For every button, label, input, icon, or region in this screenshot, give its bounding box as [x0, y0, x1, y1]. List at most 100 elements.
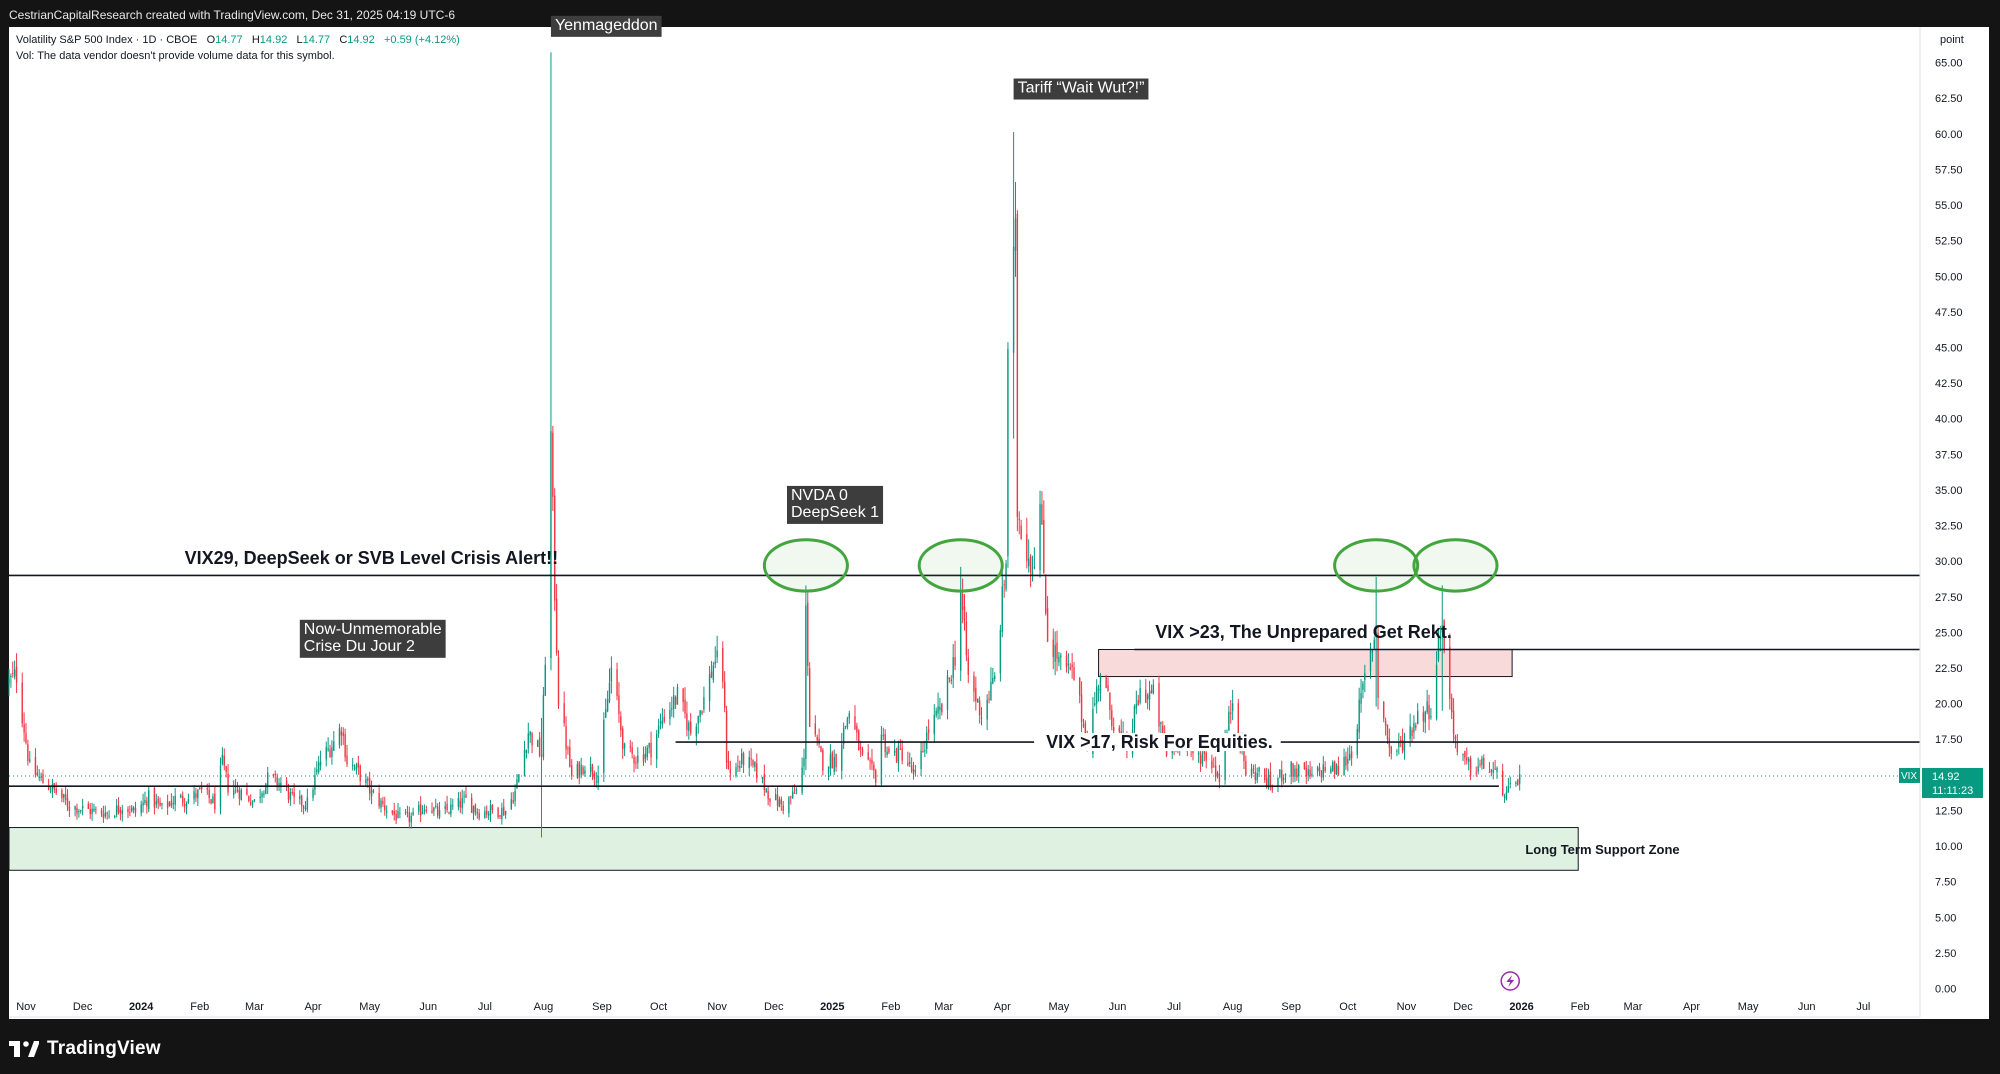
candle-body: [769, 798, 771, 802]
candle-body: [907, 762, 909, 766]
candle-body: [148, 790, 150, 810]
candle-body: [1324, 767, 1326, 772]
candle-body: [763, 774, 766, 790]
nvda-deepseek-label-text: DeepSeek 1: [791, 504, 879, 521]
candle-body: [1197, 752, 1200, 755]
x-tick-label: Mar: [1623, 1001, 1642, 1013]
candle-body: [960, 592, 962, 671]
candle-body: [1018, 518, 1020, 521]
candle-body: [421, 811, 424, 814]
candle-body: [1375, 631, 1377, 637]
candle-body: [756, 763, 758, 779]
candle-body: [950, 679, 952, 682]
candle-body: [197, 789, 199, 799]
candle-body: [1245, 761, 1247, 776]
candle-body: [591, 766, 594, 776]
candle-body: [501, 807, 503, 820]
candle-body: [378, 792, 380, 807]
candle-body: [74, 806, 76, 810]
candle-body: [132, 807, 135, 810]
price-axis-bg: [1920, 27, 1989, 1019]
candle-body: [1415, 725, 1417, 728]
candle-body: [576, 764, 579, 778]
symbol-legend[interactable]: Volatility S&P 500 Index · 1D · CBOE O14…: [16, 34, 460, 46]
y-tick-label: 62.50: [1935, 93, 1963, 105]
candle-body: [1456, 742, 1459, 753]
vix23-label: VIX >23, The Unprepared Get Rekt.: [1155, 622, 1452, 642]
candle-body: [106, 812, 108, 814]
candle-body: [807, 602, 809, 666]
close-label: C: [339, 34, 348, 46]
candle-body: [1211, 760, 1213, 769]
candle-body: [952, 657, 954, 678]
candle-body: [606, 699, 609, 712]
candle-body: [353, 767, 356, 769]
candle-body: [1443, 620, 1445, 651]
candle-body: [1073, 667, 1075, 681]
candle-body: [712, 665, 715, 680]
candle-body: [1277, 777, 1279, 787]
candle-body: [316, 769, 318, 773]
candle-body: [937, 706, 939, 714]
candle-body: [1303, 762, 1306, 769]
candle-body: [93, 808, 95, 811]
candle-body: [166, 801, 169, 808]
candle-body: [370, 789, 373, 797]
candle-body: [994, 676, 996, 679]
candle-body: [710, 671, 713, 678]
candle-body: [1496, 767, 1498, 773]
candle-body: [1250, 768, 1253, 777]
candle-body: [1294, 768, 1296, 777]
candles-layer: [8, 52, 1521, 838]
candle-body: [367, 778, 369, 781]
candle-body: [1349, 753, 1351, 760]
candle-body: [357, 762, 360, 768]
candle-body: [87, 804, 90, 809]
candle-body: [1264, 769, 1266, 781]
candle-body: [435, 805, 437, 807]
candle-body: [340, 731, 343, 736]
candle-body: [671, 708, 673, 710]
candle-body: [1043, 519, 1045, 573]
candle-body: [144, 799, 146, 803]
candle-body: [697, 715, 699, 724]
candle-body: [359, 765, 361, 781]
candle-body: [1146, 695, 1149, 700]
candle-body: [1269, 771, 1272, 786]
candle-body: [1330, 768, 1332, 774]
candle-body: [557, 656, 560, 706]
candle-body: [644, 753, 647, 759]
candle-body: [910, 765, 913, 772]
candle-body: [961, 594, 964, 610]
candle-body: [452, 805, 454, 807]
candle-body: [580, 764, 582, 775]
candle-body: [814, 723, 817, 735]
candle-body: [102, 814, 105, 819]
nvda-deepseek-label-box: [786, 485, 884, 524]
candle-body: [185, 803, 188, 809]
candle-body: [633, 757, 635, 764]
candle-body: [854, 716, 856, 730]
candle-body: [1296, 768, 1298, 778]
candle-body: [21, 682, 23, 724]
candle-body: [754, 762, 756, 767]
candle-body: [861, 748, 864, 755]
candle-body: [47, 785, 50, 791]
lightning-icon: [1500, 971, 1520, 991]
candle-body: [735, 767, 737, 776]
candle-body: [663, 716, 665, 722]
candle-body: [963, 606, 966, 621]
tradingview-branding[interactable]: TradingView: [9, 1036, 161, 1062]
candle-body: [1231, 703, 1234, 711]
tariff-label: Tariff “Wait Wut?!”: [1013, 78, 1149, 100]
candle-body: [13, 669, 16, 677]
candle-body: [623, 743, 626, 749]
open-value: 14.77: [215, 34, 243, 46]
candle-body: [977, 698, 979, 703]
candle-body: [801, 767, 803, 793]
y-tick-label: 30.00: [1935, 556, 1963, 568]
candle-body: [767, 790, 769, 800]
candle-body: [489, 805, 492, 816]
candle-body: [438, 809, 441, 818]
